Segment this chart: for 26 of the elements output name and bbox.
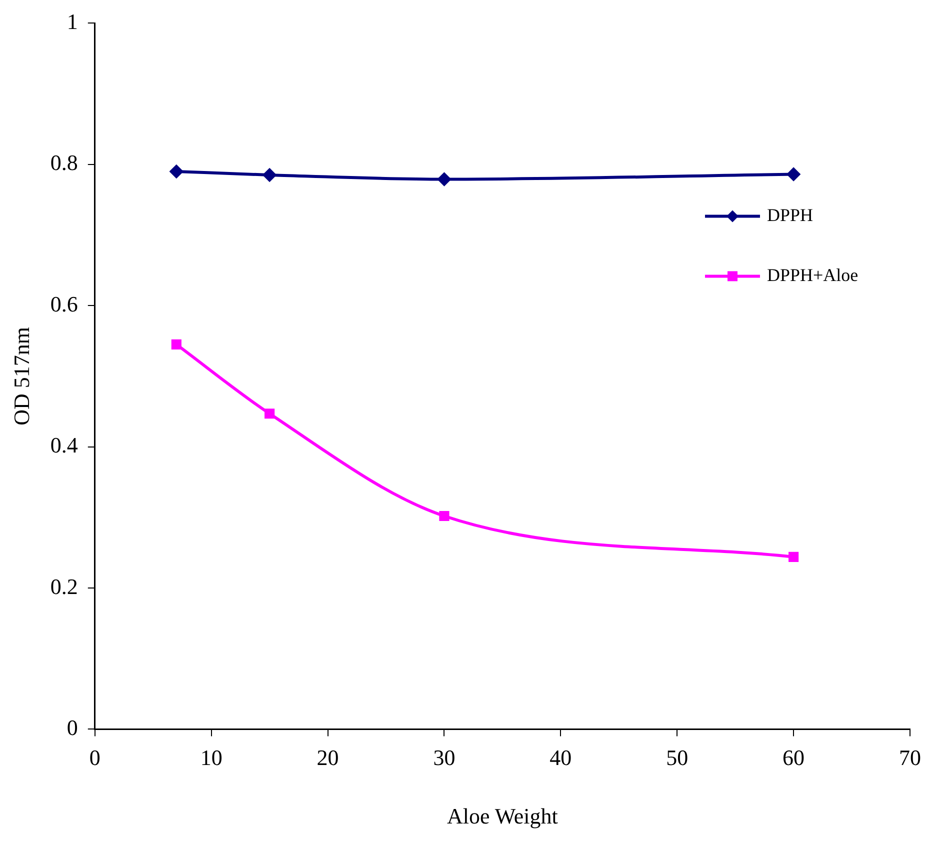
point bbox=[263, 168, 276, 182]
y-tick-label: 1 bbox=[66, 8, 78, 34]
x-tick-label: 70 bbox=[899, 745, 921, 770]
x-tick-label: 50 bbox=[666, 745, 688, 770]
x-tick-label: 40 bbox=[550, 745, 572, 770]
point bbox=[439, 510, 450, 522]
y-tick-label: 0.8 bbox=[50, 150, 78, 176]
y-axis-title: OD 517nm bbox=[8, 327, 34, 426]
y-tick-label: 0.4 bbox=[50, 432, 78, 458]
legend-label: DPPH bbox=[767, 204, 814, 225]
point bbox=[171, 339, 182, 350]
point bbox=[787, 168, 800, 181]
x-tick-label: 10 bbox=[200, 745, 222, 770]
y-tick-label: 0.2 bbox=[50, 574, 78, 599]
x-tick-label: 60 bbox=[782, 745, 805, 770]
y-tick-label: 0.6 bbox=[50, 291, 78, 316]
x-tick-label: 30 bbox=[433, 745, 456, 770]
point bbox=[438, 172, 451, 186]
x-tick-label: 0 bbox=[89, 745, 100, 770]
point bbox=[788, 552, 799, 562]
y-tick-label: 0 bbox=[66, 714, 78, 740]
x-tick-label: 20 bbox=[316, 745, 339, 770]
point bbox=[264, 408, 275, 419]
x-axis-title: Aloe Weight bbox=[447, 804, 558, 829]
point bbox=[170, 164, 183, 178]
legend-label: DPPH+Aloe bbox=[767, 264, 858, 285]
